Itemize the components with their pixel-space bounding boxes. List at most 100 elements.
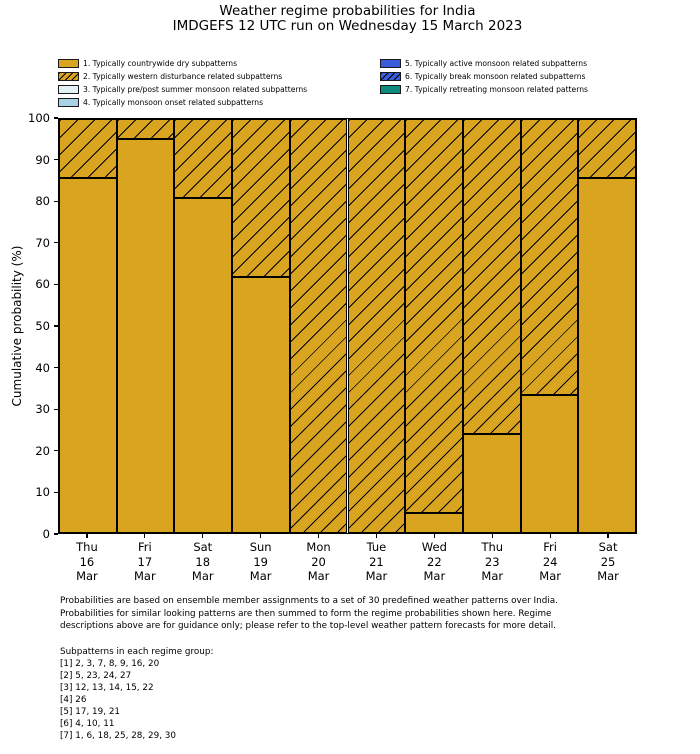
bar-segment-regime-1 — [232, 276, 290, 533]
bar-segment-regime-2 — [462, 119, 521, 435]
y-tick-mark-50 — [53, 325, 58, 327]
bar-segment-regime-2 — [578, 119, 636, 179]
x-tick-mark-wed-22-mar — [433, 534, 435, 538]
bar-segment-regime-2 — [520, 119, 579, 396]
x-tick-mark-sun-19-mar — [260, 534, 262, 538]
legend-item-4: 4. Typically monsoon onset related subpa… — [58, 97, 263, 107]
x-tick-mark-sat-25-mar — [607, 534, 609, 538]
legend-label-4: 4. Typically monsoon onset related subpa… — [83, 97, 264, 107]
y-tick-label-80: 80 — [35, 194, 50, 209]
subpatterns-list: Subpatterns in each regime group: [1] 2, … — [60, 646, 213, 742]
footnote-line-2: Probabilities for similar looking patter… — [60, 608, 552, 619]
y-tick-label-10: 10 — [35, 485, 50, 500]
x-tick-mark-tue-21-mar — [375, 534, 378, 538]
x-tick-label-wed-22-mar: Wed 22 Mar — [421, 540, 447, 583]
y-tick-mark-0 — [53, 533, 58, 535]
bar-segment-regime-1 — [59, 178, 117, 533]
subpattern-line-6: [6] 4, 10, 11 — [60, 719, 115, 729]
bar-segment-regime-1 — [520, 395, 579, 533]
y-tick-mark-30 — [53, 408, 58, 410]
subpattern-line-2: [2] 5, 23, 24, 27 — [60, 671, 132, 681]
x-tick-mark-mon-20-mar — [317, 534, 320, 538]
legend-label-3: 3. Typically pre/post summer monsoon rel… — [83, 84, 308, 94]
x-tick-label-sat-25-mar: Sat 25 Mar — [597, 540, 619, 583]
y-tick-mark-70 — [53, 242, 58, 244]
y-tick-label-30: 30 — [35, 402, 50, 417]
y-tick-mark-100 — [53, 117, 58, 119]
subpattern-line-1: [1] 2, 3, 7, 8, 9, 16, 20 — [60, 659, 160, 669]
x-tick-label-fri-24-mar: Fri 24 Mar — [539, 540, 561, 583]
footnote-line-1: Probabilities are based on ensemble memb… — [60, 596, 558, 606]
legend-swatch-4 — [58, 97, 79, 107]
x-tick-mark-fri-24-mar — [549, 534, 551, 538]
y-tick-label-70: 70 — [35, 235, 50, 250]
legend-label-6: 6. Typically break monsoon related subpa… — [405, 71, 586, 81]
subpattern-line-3: [3] 12, 13, 14, 15, 22 — [60, 683, 154, 693]
bar-segment-regime-2 — [59, 119, 117, 179]
footnote-text: Probabilities are based on ensemble memb… — [60, 595, 558, 633]
legend-label-5: 5. Typically active monsoon related subp… — [405, 59, 588, 68]
x-tick-label-sun-19-mar: Sun 19 Mar — [249, 540, 272, 583]
chart-title: Weather regime probabilities for India — [219, 3, 476, 19]
x-tick-mark-thu-23-mar — [491, 534, 493, 538]
y-tick-mark-10 — [53, 491, 58, 493]
x-tick-mark-thu-16-mar — [86, 534, 88, 538]
x-tick-label-sat-18-mar: Sat 18 Mar — [191, 540, 214, 583]
bar-segment-regime-1 — [116, 138, 175, 533]
legend-swatch-1 — [58, 59, 79, 68]
bar-segment-regime-2 — [289, 119, 348, 533]
y-tick-mark-90 — [53, 159, 58, 161]
y-tick-label-50: 50 — [35, 319, 50, 333]
y-tick-label-20: 20 — [35, 443, 50, 458]
footnote-line-3: descriptions above are for guidance only… — [60, 621, 557, 632]
subpattern-line-4: [4] 26 — [60, 695, 87, 705]
legend-item-7: 7. Typically retreating monsoon related … — [380, 84, 588, 94]
y-tick-mark-20 — [53, 450, 58, 452]
x-tick-label-fri-17-mar: Fri 17 Mar — [133, 540, 156, 583]
bar-segment-regime-2 — [174, 119, 233, 198]
subpattern-line-7: [7] 1, 6, 18, 25, 28, 29, 30 — [60, 731, 176, 741]
x-tick-label-tue-21-mar: Tue 21 Mar — [365, 540, 388, 583]
y-tick-label-0: 0 — [42, 527, 50, 541]
bar-thu-23-mar — [462, 119, 521, 533]
y-tick-label-90: 90 — [35, 152, 50, 167]
bar-tue-21-mar — [347, 119, 406, 533]
x-tick-label-mon-20-mar: Mon 20 Mar — [306, 540, 331, 583]
y-tick-label-40: 40 — [35, 360, 50, 375]
bar-segment-regime-2 — [232, 119, 290, 277]
x-tick-label-thu-16-mar: Thu 16 Mar — [76, 540, 98, 583]
subpatterns-heading: Subpatterns in each regime group: — [60, 647, 214, 657]
y-tick-mark-40 — [53, 367, 58, 369]
bar-segment-regime-2 — [347, 119, 406, 533]
legend-swatch-5 — [380, 59, 401, 68]
bar-segment-regime-2 — [405, 119, 463, 514]
legend-item-6: 6. Typically break monsoon related subpa… — [380, 71, 585, 81]
bar-sun-19-mar — [232, 119, 290, 533]
bar-mon-20-mar — [289, 119, 348, 533]
bar-segment-regime-1 — [405, 513, 463, 533]
y-tick-label-60: 60 — [35, 277, 50, 292]
bar-sat-18-mar — [174, 119, 233, 533]
y-tick-mark-80 — [53, 200, 58, 202]
y-tick-mark-60 — [53, 283, 58, 285]
y-tick-label-100: 100 — [28, 111, 50, 125]
chart-subtitle: IMDGEFS 12 UTC run on Wednesday 15 March… — [172, 18, 523, 34]
legend-label-1: 1. Typically countrywide dry subpatterns — [83, 59, 238, 68]
legend-item-5: 5. Typically active monsoon related subp… — [380, 59, 587, 69]
x-tick-label-thu-23-mar: Thu 23 Mar — [481, 540, 504, 583]
legend-swatch-7 — [380, 84, 401, 94]
legend-label-2: 2. Typically western disturbance related… — [83, 71, 283, 81]
bar-segment-regime-1 — [462, 434, 521, 533]
plot-area — [58, 118, 637, 534]
legend-item-1: 1. Typically countrywide dry subpatterns — [58, 59, 237, 69]
legend-swatch-6 — [380, 71, 401, 81]
legend-swatch-2 — [58, 71, 79, 81]
bar-sat-25-mar — [578, 119, 636, 533]
x-tick-mark-fri-17-mar — [144, 534, 146, 538]
subpattern-line-5: [5] 17, 19, 21 — [60, 707, 121, 717]
legend-swatch-3 — [58, 84, 79, 94]
legend-item-3: 3. Typically pre/post summer monsoon rel… — [58, 84, 307, 94]
bar-wed-22-mar — [405, 119, 463, 533]
bar-fri-24-mar — [520, 119, 579, 533]
